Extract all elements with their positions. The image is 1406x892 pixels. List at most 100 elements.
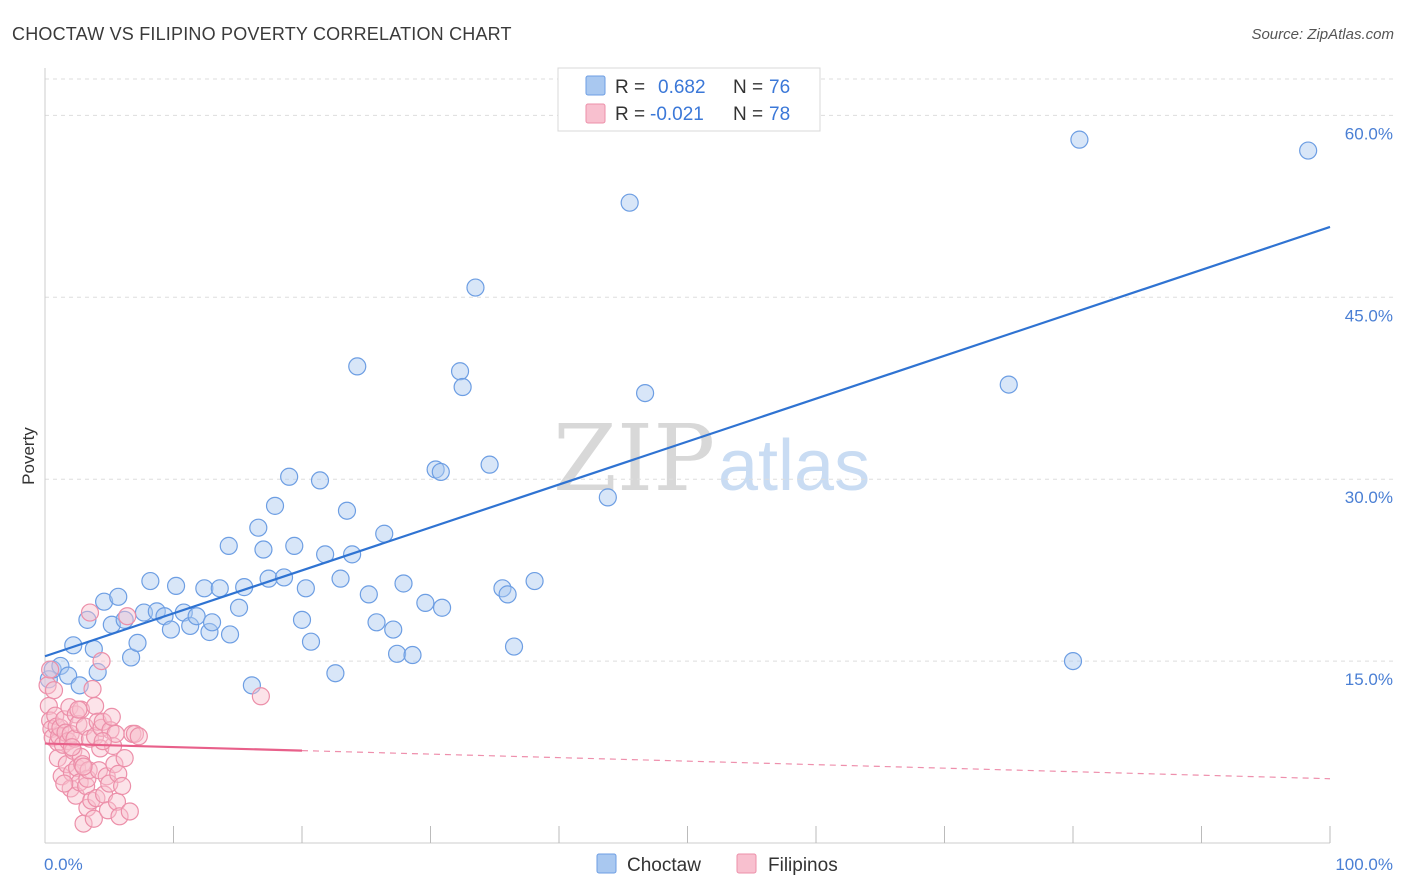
point-filipinos-71: [129, 727, 148, 746]
point-choctaw-74: [1070, 130, 1089, 149]
y-tick-label-45: 45.0%: [1345, 306, 1393, 325]
point-filipinos-73: [62, 738, 82, 757]
chart-title: CHOCTAW VS FILIPINO POVERTY CORRELATION …: [12, 24, 512, 44]
point-choctaw-54: [387, 644, 407, 663]
point-choctaw-51: [367, 613, 386, 632]
point-filipinos-72: [55, 774, 74, 793]
trendline-filipinos-projection: [301, 749, 1331, 780]
point-choctaw-47: [337, 501, 357, 520]
point-choctaw-41: [296, 579, 315, 598]
point-choctaw-42: [301, 632, 321, 651]
point-filipinos-45: [86, 696, 105, 716]
trend-layer: [44, 225, 1331, 780]
point-choctaw-36: [265, 496, 285, 515]
x-tick-label-0: 0.0%: [44, 855, 83, 874]
point-choctaw-22: [181, 616, 200, 636]
point-choctaw-64: [480, 455, 499, 474]
point-choctaw-52: [375, 524, 394, 543]
chart-source: Source: ZipAtlas.com: [1251, 26, 1394, 43]
point-filipinos-43: [84, 809, 103, 828]
point-choctaw-73: [1063, 651, 1083, 671]
point-choctaw-11: [109, 587, 128, 606]
point-choctaw-57: [416, 593, 435, 612]
point-filipinos-66: [115, 749, 134, 768]
legend-swatch-choctaw: [585, 75, 606, 96]
y-axis-label: Poverty: [19, 427, 38, 485]
point-choctaw-20: [166, 576, 186, 596]
y-tick-label-60: 60.0%: [1345, 124, 1393, 143]
point-choctaw-8: [88, 662, 107, 682]
point-filipinos-40: [80, 603, 100, 622]
point-choctaw-69: [598, 488, 617, 507]
point-choctaw-16: [141, 571, 160, 591]
series-legend: Choctaw Filipinos: [596, 853, 838, 876]
point-choctaw-3: [59, 666, 78, 685]
watermark-atlas: atlas: [718, 426, 870, 506]
y-tick-label-15: 15.0%: [1345, 670, 1393, 689]
point-choctaw-6: [78, 610, 97, 629]
series-legend-swatch-filipinos: [736, 853, 757, 874]
point-choctaw-34: [254, 540, 273, 559]
point-choctaw-39: [285, 536, 304, 555]
series-legend-label-choctaw: Choctaw: [627, 855, 701, 876]
legend-r-label-filipinos: R =: [615, 104, 645, 125]
x-tick-label-100: 100.0%: [1335, 855, 1393, 874]
point-filipinos-10: [48, 749, 67, 768]
point-filipinos-65: [112, 776, 132, 796]
point-filipinos-67: [118, 607, 137, 626]
series-choctaw: [39, 130, 1318, 695]
point-filipinos-60: [105, 755, 124, 774]
point-choctaw-26: [202, 613, 222, 632]
point-choctaw-43: [310, 471, 330, 490]
point-choctaw-62: [453, 377, 472, 397]
point-choctaw-29: [220, 625, 240, 644]
point-filipinos-68: [120, 802, 139, 821]
legend-n-label-filipinos: N =: [733, 104, 763, 125]
point-choctaw-24: [195, 579, 214, 598]
point-choctaw-46: [331, 569, 350, 588]
point-choctaw-63: [466, 278, 485, 297]
trendline-choctaw: [44, 225, 1331, 658]
point-filipinos-76: [93, 732, 112, 751]
point-filipinos-58: [102, 707, 121, 726]
point-choctaw-67: [504, 637, 524, 656]
legend-r-label-choctaw: R =: [615, 77, 645, 98]
point-choctaw-33: [249, 518, 268, 537]
point-choctaw-68: [525, 571, 544, 591]
point-filipinos-63: [109, 764, 128, 783]
point-choctaw-72: [999, 375, 1018, 394]
legend-swatch-filipinos: [585, 103, 606, 124]
stats-legend: R = 0.682 N = 76 R = -0.021 N = 78: [557, 67, 821, 132]
trendline-filipinos: [44, 742, 303, 752]
point-filipinos-42: [83, 679, 102, 699]
point-choctaw-59: [431, 462, 450, 482]
point-choctaw-55: [394, 574, 413, 593]
point-choctaw-56: [403, 645, 422, 665]
legend-n-label-choctaw: N =: [733, 77, 763, 98]
point-choctaw-14: [128, 633, 147, 653]
y-tick-label-30: 30.0%: [1345, 488, 1393, 507]
point-filipinos-64: [110, 807, 129, 826]
tick-label-layer: 15.0% 30.0% 45.0% 60.0% 0.0% 100.0%: [44, 124, 1393, 874]
point-filipinos-74: [69, 700, 88, 719]
point-choctaw-23: [187, 607, 206, 626]
legend-n-value-choctaw: 76: [769, 77, 790, 98]
points-layer: [38, 130, 1318, 833]
legend-n-value-filipinos: 78: [769, 104, 790, 125]
point-choctaw-60: [432, 598, 452, 617]
point-filipinos-75: [74, 757, 93, 776]
point-choctaw-30: [229, 598, 249, 617]
point-choctaw-70: [620, 193, 639, 212]
point-choctaw-71: [635, 383, 655, 403]
series-legend-label-filipinos: Filipinos: [768, 855, 838, 876]
point-choctaw-53: [384, 620, 403, 639]
grid-layer: [45, 78, 1393, 662]
legend-r-value-filipinos: -0.021: [650, 104, 704, 125]
point-choctaw-49: [348, 357, 367, 376]
point-filipinos-77: [251, 687, 270, 706]
point-filipinos-51: [92, 651, 111, 671]
legend-r-value-choctaw: 0.682: [658, 77, 706, 98]
point-choctaw-0: [39, 670, 58, 689]
point-choctaw-19: [161, 620, 181, 639]
